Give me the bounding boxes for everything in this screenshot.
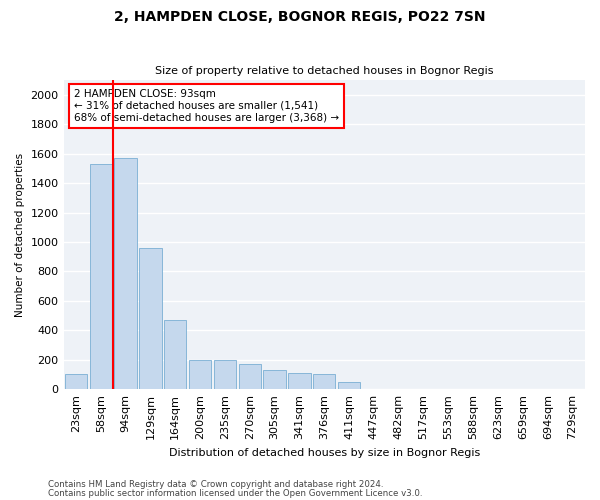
Text: Contains HM Land Registry data © Crown copyright and database right 2024.: Contains HM Land Registry data © Crown c… [48,480,383,489]
Bar [288,373,311,389]
Bar [164,320,187,389]
Bar [115,158,137,389]
Bar [89,164,112,389]
Bar [214,360,236,389]
Title: Size of property relative to detached houses in Bognor Regis: Size of property relative to detached ho… [155,66,494,76]
X-axis label: Distribution of detached houses by size in Bognor Regis: Distribution of detached houses by size … [169,448,480,458]
Bar [189,360,211,389]
Bar [313,374,335,389]
Text: 2, HAMPDEN CLOSE, BOGNOR REGIS, PO22 7SN: 2, HAMPDEN CLOSE, BOGNOR REGIS, PO22 7SN [114,10,486,24]
Text: Contains public sector information licensed under the Open Government Licence v3: Contains public sector information licen… [48,489,422,498]
Bar [263,370,286,389]
Y-axis label: Number of detached properties: Number of detached properties [15,152,25,316]
Bar [239,364,261,389]
Bar [338,382,360,389]
Text: 2 HAMPDEN CLOSE: 93sqm
← 31% of detached houses are smaller (1,541)
68% of semi-: 2 HAMPDEN CLOSE: 93sqm ← 31% of detached… [74,90,339,122]
Bar [65,374,87,389]
Bar [139,248,161,389]
